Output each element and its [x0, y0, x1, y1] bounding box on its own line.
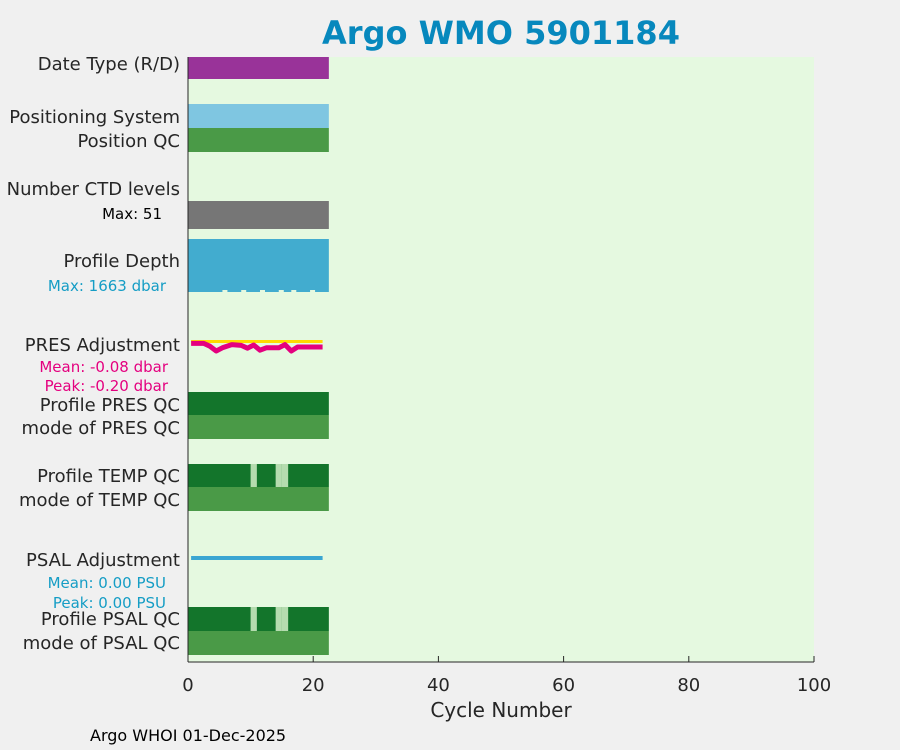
bar-mode-temp-qc	[188, 487, 329, 511]
psal-qc-light-cycle-16	[281, 607, 289, 631]
depth-notch-cycle-15	[278, 290, 284, 292]
depth-notch-cycle-17	[291, 290, 297, 292]
chart-title: Argo WMO 5901184	[322, 14, 680, 52]
bar-ctd-levels	[188, 201, 329, 229]
label-mode-pres-qc: mode of PRES QC	[22, 418, 180, 439]
bar-mode-psal-qc	[188, 631, 329, 655]
label-profile-pres-qc: Profile PRES QC	[40, 395, 180, 416]
x-tick-label-40: 40	[427, 675, 450, 696]
stat-ctd-max: Max: 51	[102, 205, 162, 223]
bar-profile-pres-qc	[188, 392, 329, 415]
label-pres-adjustment: PRES Adjustment	[25, 335, 180, 356]
x-axis-label: Cycle Number	[430, 698, 572, 722]
pres-adjustment-line	[191, 340, 323, 354]
bar-mode-pres-qc	[188, 415, 329, 439]
stat-psal-peak: Peak: 0.00 PSU	[53, 594, 166, 612]
stat-depth-max: Max: 1663 dbar	[48, 277, 167, 295]
label-ctd-levels: Number CTD levels	[7, 179, 180, 200]
temp-qc-light-cycle-11	[250, 464, 257, 487]
label-positioning-system: Positioning System	[9, 107, 180, 128]
x-axis-ticks: 0 20 40 60 80 100	[182, 656, 831, 696]
label-date-type: Date Type (R/D)	[38, 54, 180, 75]
label-profile-psal-qc: Profile PSAL QC	[41, 609, 180, 630]
chart-marks	[188, 57, 329, 655]
stat-pres-mean: Mean: -0.08 dbar	[39, 358, 169, 376]
label-position-qc: Position QC	[77, 131, 180, 152]
x-tick-label-80: 80	[677, 675, 700, 696]
stat-pres-peak: Peak: -0.20 dbar	[45, 377, 169, 395]
label-profile-depth: Profile Depth	[63, 251, 180, 272]
bar-date-type	[188, 57, 329, 79]
label-mode-temp-qc: mode of TEMP QC	[19, 490, 180, 511]
plot-area	[188, 57, 814, 662]
bar-position-qc	[188, 128, 329, 152]
stat-psal-mean: Mean: 0.00 PSU	[48, 574, 166, 592]
depth-notch-cycle-6	[222, 290, 228, 292]
bar-profile-psal-qc	[188, 607, 329, 631]
x-tick-label-0: 0	[182, 675, 193, 696]
label-psal-adjustment: PSAL Adjustment	[26, 550, 180, 571]
depth-notch-cycle-20	[310, 290, 316, 292]
label-mode-psal-qc: mode of PSAL QC	[23, 633, 180, 654]
depth-notch-cycle-12	[259, 290, 265, 292]
bar-profile-temp-qc	[188, 464, 329, 487]
psal-qc-light-cycle-11	[250, 607, 257, 631]
x-tick-label-20: 20	[302, 675, 325, 696]
label-profile-temp-qc: Profile TEMP QC	[37, 466, 180, 487]
x-tick-label-60: 60	[552, 675, 575, 696]
bar-profile-depth	[188, 239, 329, 292]
bar-positioning-system	[188, 104, 329, 128]
footer-credit: Argo WHOI 01-Dec-2025	[90, 726, 286, 745]
temp-qc-light-cycle-16	[281, 464, 289, 487]
psal-qc-light-cycle-15	[275, 607, 282, 631]
temp-qc-light-cycle-15	[275, 464, 282, 487]
x-tick-label-100: 100	[797, 675, 831, 696]
depth-notch-cycle-9	[241, 290, 247, 292]
